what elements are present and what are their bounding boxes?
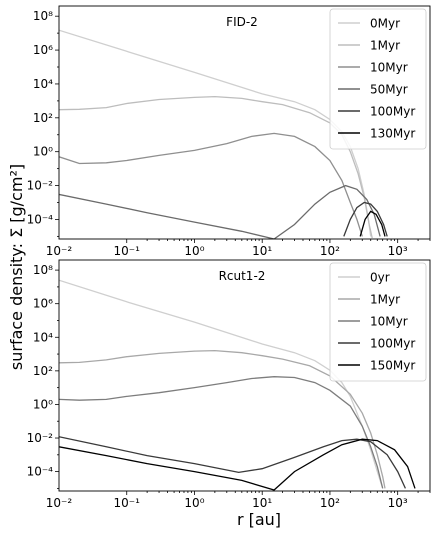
legend-box xyxy=(329,262,427,382)
y-tick-label: 10⁻⁴ xyxy=(27,465,54,479)
series-line-150myr xyxy=(59,438,416,491)
y-tick-label: 10⁸ xyxy=(33,263,53,277)
plot-frame xyxy=(58,5,431,240)
legend-label: 0yr xyxy=(370,271,390,285)
y-tick-label: 10⁻² xyxy=(27,431,54,445)
chart-title: Rcut1-2 xyxy=(219,269,266,283)
x-tick-label: 10⁻¹ xyxy=(114,496,141,510)
x-tick-label: 10⁰ xyxy=(184,244,204,258)
x-axis-label: r [au] xyxy=(237,510,281,529)
y-tick-label: 10⁰ xyxy=(33,397,53,411)
y-tick-label: 10² xyxy=(33,364,53,378)
x-tick-label: 10⁻² xyxy=(46,496,73,510)
y-tick-label: 10⁻⁴ xyxy=(27,212,54,226)
panel-2: 10⁻² 10⁻¹ 10⁰ 10¹ 10² 10³ 10⁸ 10⁶ 10⁴ 10² 10⁰ 10⁻² 1… xyxy=(27,259,431,510)
legend-label: 100Myr xyxy=(370,337,415,351)
x-tick-label: 10² xyxy=(320,496,340,510)
legend: 0Myr 1Myr 10Myr 50Myr 100Myr 130Myr xyxy=(329,8,427,150)
legend-label: 50Myr xyxy=(370,83,408,97)
y-tick-label: 10² xyxy=(33,111,53,125)
series-line-1myr xyxy=(59,95,373,239)
y-tick-label: 10⁶ xyxy=(33,297,53,311)
legend-label: 1Myr xyxy=(370,293,400,307)
y-tick-label: 10⁴ xyxy=(33,77,53,91)
x-tick-label: 10⁰ xyxy=(184,496,204,510)
series-line-0myr xyxy=(59,29,372,237)
series-line-100myr xyxy=(59,436,406,489)
y-tick-label: 10⁰ xyxy=(33,145,53,159)
legend-label: 10Myr xyxy=(370,61,408,75)
y-tick-label: 10⁸ xyxy=(33,9,53,23)
x-tick-label: 10⁻² xyxy=(46,244,73,258)
legend-label: 0Myr xyxy=(370,17,400,31)
legend: 0yr 1Myr 10Myr 100Myr 150Myr xyxy=(329,262,427,382)
legend-label: 10Myr xyxy=(370,315,408,329)
x-tick-label: 10³ xyxy=(388,244,408,258)
legend-label: 1Myr xyxy=(370,39,400,53)
x-tick-label: 10³ xyxy=(388,496,408,510)
panel-1: 10⁻² 10⁻¹ 10⁰ 10¹ 10² 10³ 10⁸ 10⁶ 10⁴ 10² 10⁰ 10⁻² 1… xyxy=(27,5,431,258)
x-tick-label: 10² xyxy=(320,244,340,258)
series-line-130myr xyxy=(359,210,386,237)
series-line-50myr xyxy=(59,184,381,239)
legend-label: 150Myr xyxy=(370,359,415,373)
series-line-10myr xyxy=(59,132,363,237)
plot-frame xyxy=(58,259,431,492)
y-tick-label: 10⁻² xyxy=(27,179,54,193)
y-tick-label: 10⁴ xyxy=(33,330,53,344)
series-line-1myr xyxy=(59,349,386,489)
y-axis-label: surface density: Σ [g/cm²] xyxy=(7,164,26,370)
x-tick-label: 10¹ xyxy=(252,496,272,510)
series-line-10myr xyxy=(59,376,384,489)
y-tick-label: 10⁶ xyxy=(33,43,53,57)
legend-label: 100Myr xyxy=(370,105,415,119)
series-line-100myr xyxy=(343,201,388,237)
chart-title: FID-2 xyxy=(226,15,258,29)
legend-label: 130Myr xyxy=(370,127,415,141)
x-tick-label: 10⁻¹ xyxy=(114,244,141,258)
x-tick-label: 10¹ xyxy=(252,244,272,258)
legend-box xyxy=(329,8,427,150)
